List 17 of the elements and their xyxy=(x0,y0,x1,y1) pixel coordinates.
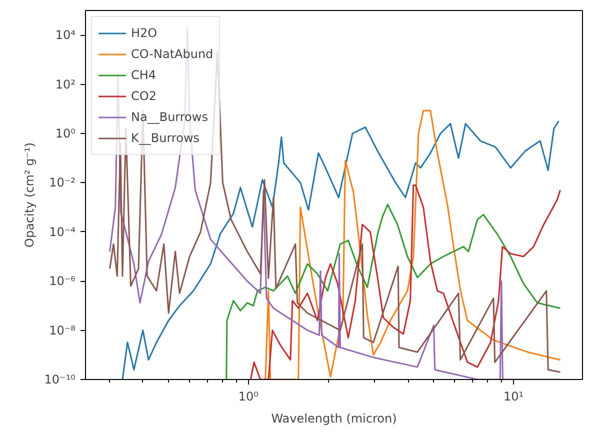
legend-label: K__Burrows xyxy=(131,131,200,145)
y-tick-label: 10⁻¹⁰ xyxy=(44,372,76,386)
legend-label: CO2 xyxy=(131,89,156,103)
legend-label: CO-NatAbund xyxy=(131,47,214,61)
y-tick-label: 10⁻² xyxy=(49,176,76,190)
y-tick-label: 10² xyxy=(55,77,76,92)
y-tick-label: 10⁻⁴ xyxy=(49,224,76,239)
y-tick-label: 10⁻⁶ xyxy=(49,274,76,288)
y-tick-label: 10⁻⁸ xyxy=(49,323,76,338)
y-axis-title: Opacity (cm² g⁻¹) xyxy=(22,142,36,248)
legend-label: H2O xyxy=(131,26,158,40)
legend-label: Na__Burrows xyxy=(131,110,208,124)
y-tick-label: 10⁰ xyxy=(55,126,76,140)
x-axis-title: Wavelength (micron) xyxy=(271,412,397,426)
y-tick-label: 10⁴ xyxy=(55,28,76,42)
x-tick-label: 10¹ xyxy=(504,390,524,404)
legend-label: CH4 xyxy=(131,68,156,82)
